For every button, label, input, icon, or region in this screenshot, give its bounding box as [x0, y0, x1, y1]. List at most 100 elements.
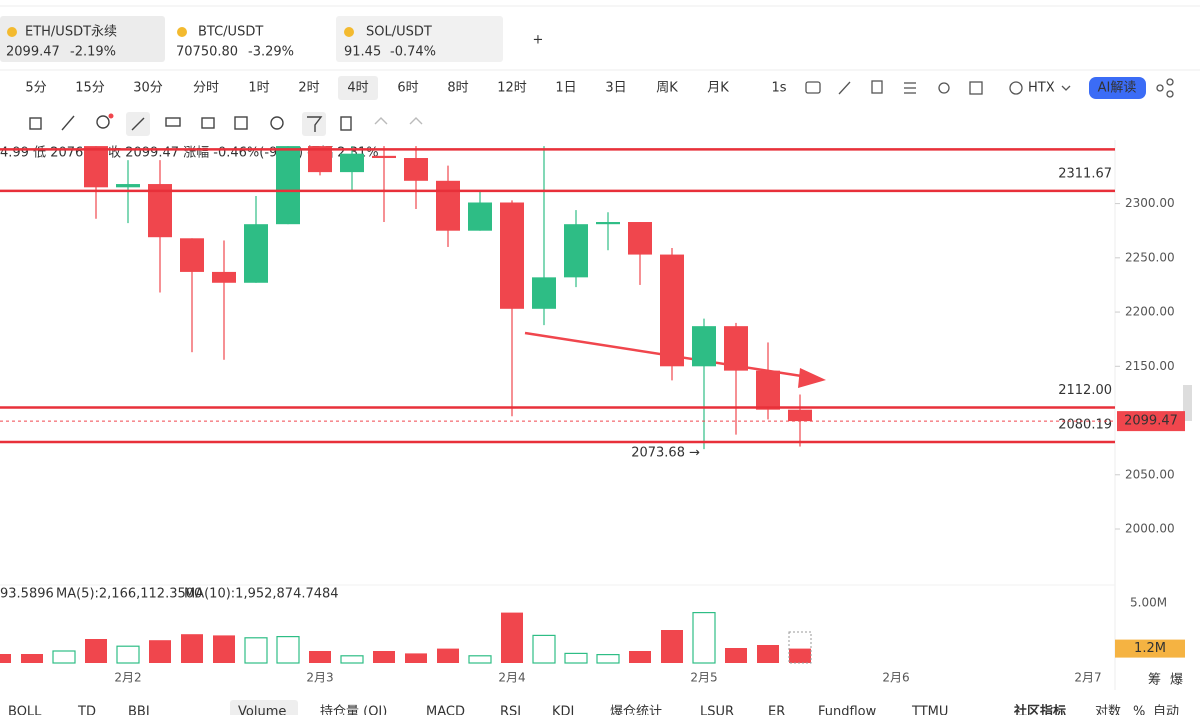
volume-current-box	[1115, 639, 1185, 658]
exchange[interactable]: HTX	[1028, 81, 1055, 96]
volume-bar	[149, 640, 171, 663]
indicator-tab[interactable]: BOLL	[8, 705, 42, 715]
x-tick-label: 2月3	[306, 671, 333, 685]
volume-bar	[661, 630, 683, 663]
side-label[interactable]: 筹	[1148, 672, 1161, 688]
candle-body	[724, 326, 748, 371]
toolbar-icons[interactable]	[805, 78, 1174, 98]
tab-symbol[interactable]: BTC/USDT	[198, 25, 263, 40]
dot	[108, 113, 114, 119]
candle-body	[596, 222, 620, 225]
tab-price: 91.45	[344, 45, 381, 60]
arrow-head	[798, 368, 826, 388]
volume-bar	[596, 653, 620, 664]
volume-bar	[340, 655, 364, 664]
interval[interactable]: 周K	[656, 81, 678, 96]
indicator-tab[interactable]: 对数	[1095, 705, 1121, 715]
indicator-tab[interactable]: ER	[768, 705, 785, 715]
candle-body	[180, 238, 204, 272]
volume-bar	[213, 635, 235, 663]
candle-body	[628, 222, 652, 255]
candle-body	[788, 409, 812, 422]
indicator-tab[interactable]: TTMU	[911, 705, 948, 715]
current-price-box	[1117, 411, 1185, 432]
tab-bg[interactable]	[0, 16, 165, 62]
indicator-tab[interactable]: Fundflow	[818, 705, 877, 715]
indicator-tab[interactable]: 社区指标	[1013, 704, 1066, 715]
indicator-tab[interactable]: MACD	[426, 705, 465, 715]
tab-change: -3.29%	[248, 45, 294, 60]
interval[interactable]: 15分	[75, 81, 105, 96]
current-price-label: 2099.47	[1124, 414, 1178, 429]
low-marker: 2073.68 →	[631, 446, 700, 461]
interval[interactable]: 6时	[397, 81, 418, 96]
volume-pending	[788, 631, 812, 664]
interval[interactable]: 3日	[605, 81, 626, 96]
x-tick-label: 2月4	[498, 671, 525, 685]
selected-tab-bg	[230, 700, 298, 715]
interval[interactable]: 5分	[25, 81, 46, 96]
volume-bar	[501, 612, 523, 663]
tab-change: -2.19%	[70, 45, 116, 60]
interval[interactable]: 12时	[497, 81, 527, 96]
volume-current-label: 1.2M	[1134, 641, 1166, 656]
x-tick-label: 2月5	[690, 671, 717, 685]
interval[interactable]: 8时	[447, 81, 468, 96]
interval[interactable]: 30分	[133, 81, 163, 96]
indicator-tab[interactable]: 持仓量 (OI)	[320, 705, 387, 715]
interval[interactable]: 月K	[707, 81, 729, 96]
indicator-tab[interactable]: %	[1133, 705, 1145, 715]
tab-price: 70750.80	[176, 45, 238, 60]
indicator-tab[interactable]: LSUR	[700, 705, 734, 715]
indicator-tab[interactable]: Volume	[238, 705, 286, 715]
coin-icon	[344, 27, 354, 37]
candle-body	[692, 326, 716, 367]
volume-bar	[532, 634, 556, 664]
tab-symbol[interactable]: SOL/USDT	[366, 25, 432, 40]
y-tick-label: 2200.00	[1125, 305, 1175, 319]
candle-body	[212, 271, 236, 283]
ai-label[interactable]: AI解读	[1098, 81, 1137, 96]
volume-bar	[52, 650, 76, 664]
volume-bar	[757, 645, 779, 663]
indicator-tab[interactable]: BBI	[128, 705, 150, 715]
scroll-handle[interactable]	[1183, 385, 1192, 421]
x-tick-label: 2月7	[1074, 671, 1101, 685]
interval[interactable]: 1日	[555, 81, 576, 96]
ma10-info: MA(10):1,952,874.7484	[184, 587, 339, 602]
y-tick-label: 2000.00	[1125, 522, 1175, 536]
drawing-tools[interactable]	[29, 112, 423, 136]
tab-bg[interactable]	[168, 16, 326, 62]
candle-body	[436, 180, 460, 231]
candle-body	[500, 202, 524, 309]
tab-symbol[interactable]: ETH/USDT永续	[25, 25, 117, 40]
second-interval[interactable]: 1s	[771, 81, 786, 96]
volume-bar	[405, 653, 427, 663]
level-label: 2080.19	[1058, 418, 1112, 433]
indicator-tab[interactable]: 爆仓统计	[610, 705, 662, 715]
indicator-tab[interactable]: 自动	[1153, 705, 1179, 715]
volume-bar	[276, 635, 300, 664]
interval[interactable]: 1时	[248, 81, 269, 96]
indicator-tab[interactable]: TD	[77, 705, 96, 715]
indicator-tab[interactable]: KDJ	[552, 705, 574, 715]
y-tick-label: 2150.00	[1125, 359, 1175, 373]
ai-button[interactable]	[1089, 77, 1146, 99]
tab-bg[interactable]	[336, 16, 503, 62]
candle-body	[148, 184, 172, 238]
interval[interactable]: 2时	[298, 81, 319, 96]
candle-body	[84, 146, 108, 188]
add-tab[interactable]: +	[533, 33, 544, 48]
volume-bar	[564, 652, 588, 664]
x-tick-label: 2月2	[114, 671, 141, 685]
candle-body	[340, 153, 364, 173]
indicator-tab[interactable]: RSI	[500, 705, 521, 715]
candle-body	[532, 277, 556, 309]
side-label[interactable]: 爆	[1170, 673, 1183, 688]
interval[interactable]: 分时	[193, 81, 219, 96]
interval-selected-bg	[338, 76, 378, 100]
interval[interactable]: 4时	[347, 81, 368, 96]
